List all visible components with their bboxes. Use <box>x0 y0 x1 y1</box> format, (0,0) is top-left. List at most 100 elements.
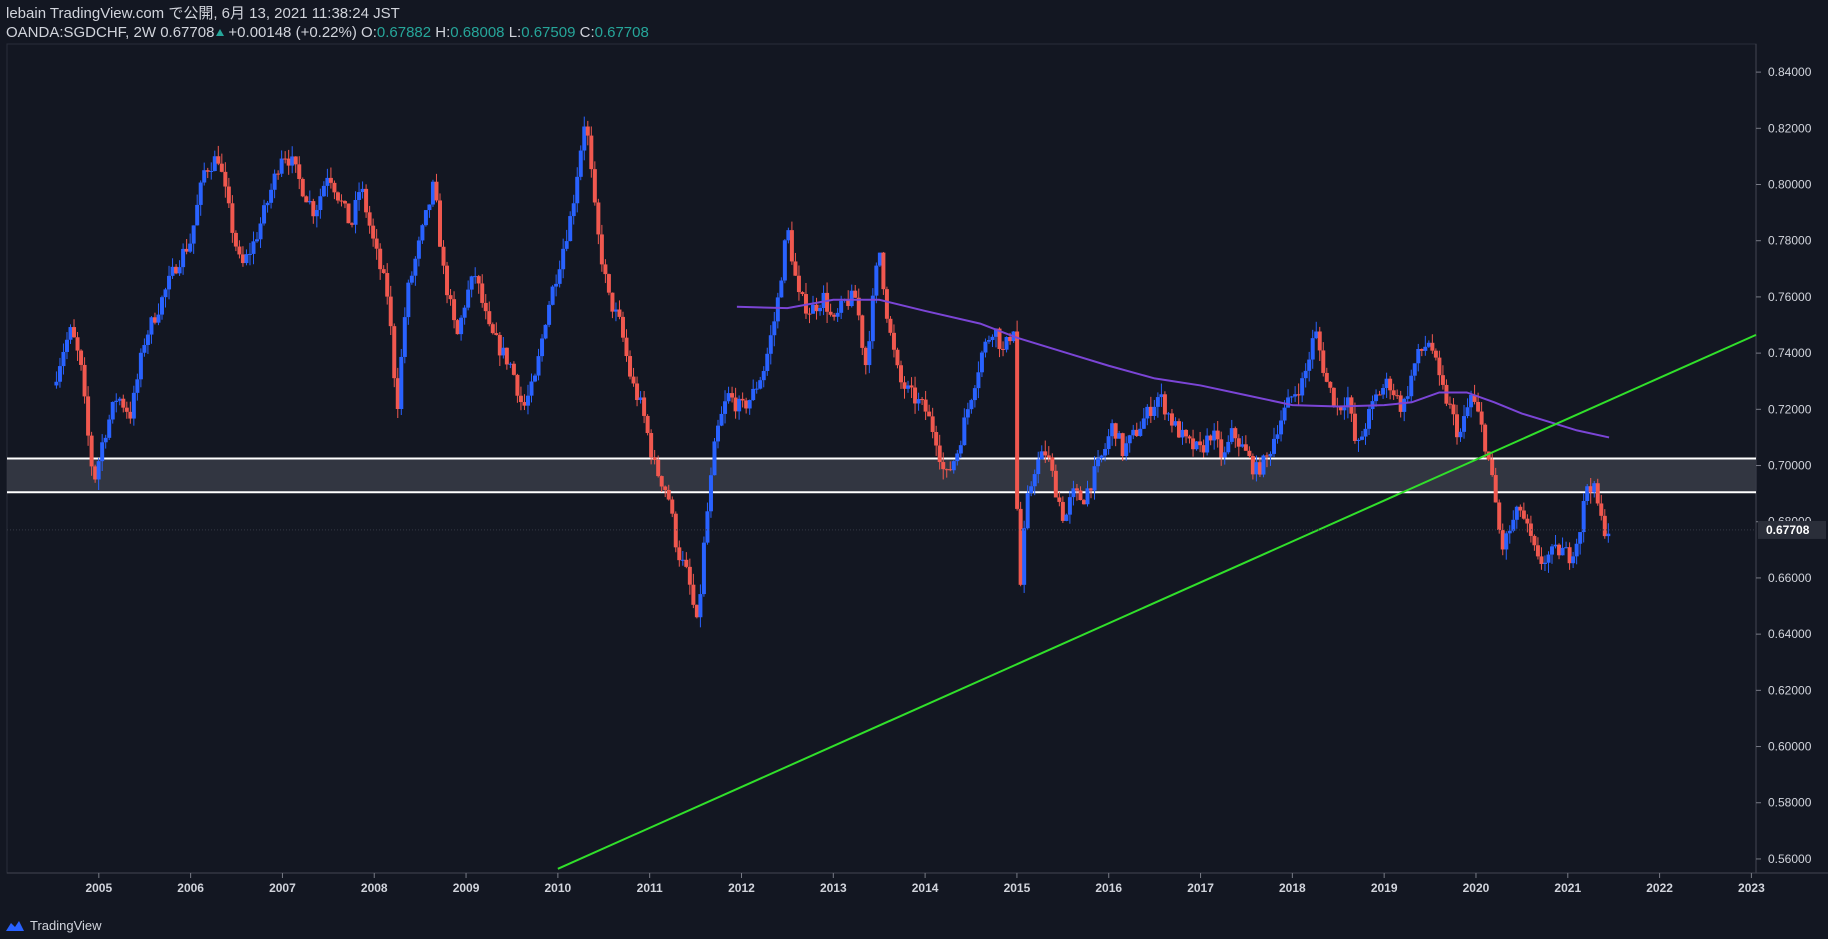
candle-body[interactable] <box>1486 451 1491 460</box>
candle-body[interactable] <box>1145 406 1150 419</box>
candle-body[interactable] <box>1060 501 1065 521</box>
candle-body[interactable] <box>765 353 770 372</box>
candle-body[interactable] <box>1331 387 1336 406</box>
candle-body[interactable] <box>772 321 777 336</box>
candle-body[interactable] <box>504 347 509 365</box>
candle-body[interactable] <box>1261 455 1266 475</box>
candle-body[interactable] <box>1257 462 1262 475</box>
candle-body[interactable] <box>1504 533 1509 550</box>
candle-body[interactable] <box>976 372 981 389</box>
trendline-segment[interactable] <box>557 333 1757 870</box>
candle-body[interactable] <box>951 461 956 471</box>
candle-body[interactable] <box>357 192 362 201</box>
candle-body[interactable] <box>508 363 513 365</box>
candle-body[interactable] <box>1187 436 1192 439</box>
candle-body[interactable] <box>1264 455 1269 457</box>
candle-body[interactable] <box>1039 451 1044 460</box>
candle-body[interactable] <box>1096 458 1101 467</box>
candle-body[interactable] <box>554 283 559 287</box>
candle-body[interactable] <box>1240 444 1245 447</box>
candle-body[interactable] <box>149 317 154 335</box>
candle-body[interactable] <box>293 156 298 165</box>
candle-body[interactable] <box>406 282 411 318</box>
candle-body[interactable] <box>110 401 115 420</box>
candle-body[interactable] <box>1567 547 1572 564</box>
candle-body[interactable] <box>740 398 745 401</box>
candle-body[interactable] <box>1159 394 1164 398</box>
candle-body[interactable] <box>1282 407 1287 421</box>
candle-body[interactable] <box>775 297 780 322</box>
candle-body[interactable] <box>1078 490 1083 501</box>
candle-body[interactable] <box>1476 401 1481 412</box>
candle-body[interactable] <box>839 300 844 313</box>
candle-body[interactable] <box>237 246 242 255</box>
candle-body[interactable] <box>1599 503 1604 516</box>
candle-body[interactable] <box>269 189 274 203</box>
candle-body[interactable] <box>1535 545 1540 557</box>
candle-body[interactable] <box>575 176 580 204</box>
candle-body[interactable] <box>1155 397 1160 407</box>
candle-body[interactable] <box>272 173 277 190</box>
candle-body[interactable] <box>114 400 119 402</box>
candle-body[interactable] <box>297 164 302 179</box>
candle-body[interactable] <box>1124 443 1129 457</box>
candle-body[interactable] <box>1025 493 1030 529</box>
candle-body[interactable] <box>1490 459 1495 476</box>
candle-body[interactable] <box>107 419 112 438</box>
candle-body[interactable] <box>1546 554 1551 563</box>
candle-body[interactable] <box>1074 488 1079 491</box>
candle-body[interactable] <box>733 397 738 412</box>
candle-body[interactable] <box>1120 433 1125 457</box>
candle-body[interactable] <box>1423 346 1428 351</box>
candle-body[interactable] <box>561 248 566 270</box>
candle-body[interactable] <box>1229 428 1234 442</box>
candle-body[interactable] <box>708 475 713 512</box>
candle-body[interactable] <box>1374 394 1379 402</box>
candle-body[interactable] <box>1212 430 1217 441</box>
candle-body[interactable] <box>1479 411 1484 425</box>
candle-body[interactable] <box>1092 466 1097 491</box>
candle-body[interactable] <box>1388 378 1393 391</box>
candle-body[interactable] <box>1402 398 1407 412</box>
candle-body[interactable] <box>487 311 492 325</box>
candle-body[interactable] <box>276 173 281 175</box>
candle-body[interactable] <box>730 393 735 398</box>
candle-body[interactable] <box>314 210 319 217</box>
candle-body[interactable] <box>1345 397 1350 408</box>
candle-body[interactable] <box>571 203 576 217</box>
candle-body[interactable] <box>490 324 495 334</box>
candle-body[interactable] <box>416 240 421 259</box>
candle-body[interactable] <box>409 275 414 283</box>
candle-body[interactable] <box>1324 372 1329 382</box>
candle-body[interactable] <box>758 380 763 389</box>
candle-body[interactable] <box>423 210 428 226</box>
candle-body[interactable] <box>300 178 305 197</box>
candle-body[interactable] <box>670 499 675 514</box>
candle-body[interactable] <box>226 186 231 204</box>
candle-body[interactable] <box>339 200 344 202</box>
candle-body[interactable] <box>286 158 291 166</box>
candle-body[interactable] <box>515 374 520 396</box>
candle-body[interactable] <box>1542 562 1547 564</box>
candle-body[interactable] <box>1557 544 1562 556</box>
candle-body[interactable] <box>437 200 442 247</box>
candle-body[interactable] <box>247 253 252 255</box>
candle-body[interactable] <box>1233 428 1238 439</box>
candle-body[interactable] <box>1553 544 1558 547</box>
candle-body[interactable] <box>138 352 143 380</box>
candle-body[interactable] <box>620 316 625 338</box>
candle-body[interactable] <box>533 375 538 382</box>
candle-body[interactable] <box>585 126 590 136</box>
candle-body[interactable] <box>441 246 446 266</box>
candle-body[interactable] <box>364 188 369 213</box>
candle-body[interactable] <box>1275 434 1280 439</box>
candle-body[interactable] <box>392 326 397 379</box>
candle-body[interactable] <box>592 169 597 203</box>
candle-body[interactable] <box>642 397 647 416</box>
candle-body[interactable] <box>913 387 918 404</box>
candle-body[interactable] <box>754 388 759 390</box>
candle-body[interactable] <box>374 238 379 249</box>
candle-body[interactable] <box>501 347 506 356</box>
candle-body[interactable] <box>1511 519 1516 531</box>
